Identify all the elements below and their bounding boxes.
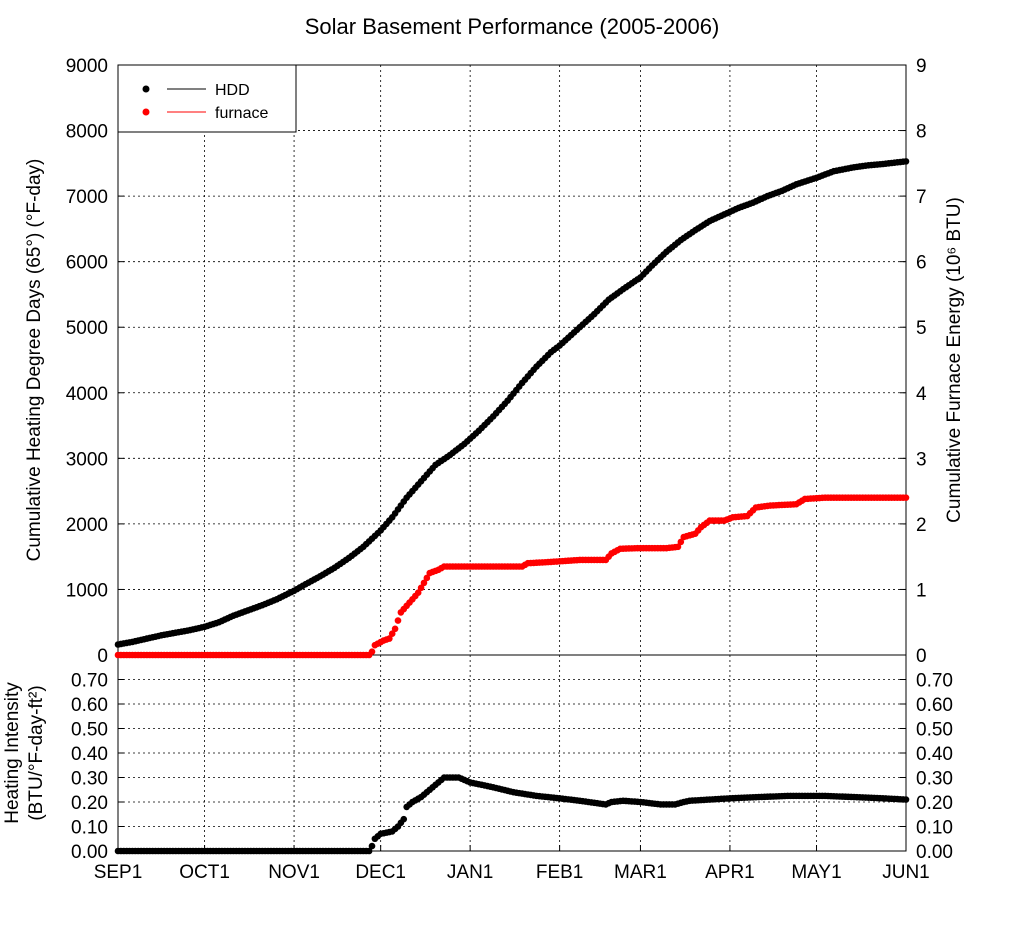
furnace-point [368, 648, 376, 656]
top-right-tick-label: 0 [916, 646, 927, 667]
bottom-left-tick-label: 0.10 [71, 818, 108, 839]
top-left-tick-label: 9000 [66, 56, 108, 77]
furnace-point [388, 630, 396, 637]
left-y-axis-label: Cumulative Heating Degree Days (65°) (°F… [24, 159, 45, 562]
x-tick-label: MAR1 [614, 862, 667, 883]
bottom-y-axis-label-line1: Heating Intensity [2, 682, 23, 824]
bottom-left-tick-label: 0.30 [71, 769, 108, 790]
legend-hdd-marker [142, 85, 150, 93]
furnace-point [423, 574, 431, 582]
hdd-point [902, 158, 910, 165]
x-tick-label: JUN1 [882, 862, 930, 883]
heating-intensity-point [400, 815, 408, 823]
bottom-left-tick-label: 0.50 [71, 720, 108, 741]
bottom-right-tick-label: 0.00 [916, 842, 953, 863]
legend: HDD furnace [117, 64, 297, 133]
furnace-point [677, 538, 685, 546]
top-left-tick-label: 0 [97, 646, 108, 667]
bottom-left-tick-label: 0.00 [71, 842, 108, 863]
bottom-left-tick-label: 0.70 [71, 671, 108, 692]
bottom-panel-grid [118, 655, 906, 851]
x-tick-label: MAY1 [791, 862, 841, 883]
x-tick-label: JAN1 [447, 862, 493, 883]
bottom-right-tick-label: 0.50 [916, 720, 953, 741]
bottom-right-tick-label: 0.10 [916, 818, 953, 839]
furnace-point [417, 584, 425, 592]
heating-intensity-point [902, 796, 910, 803]
top-right-tick-label: 7 [916, 187, 927, 208]
top-left-tick-label: 7000 [66, 187, 108, 208]
furnace-point [674, 543, 682, 551]
top-right-tick-label: 4 [916, 384, 927, 405]
legend-box [117, 64, 297, 133]
top-right-tick-label: 8 [916, 122, 927, 143]
top-left-tick-label: 6000 [66, 253, 108, 274]
heating-intensity-point [365, 847, 373, 855]
furnace-point [414, 589, 422, 597]
top-left-tick-label: 1000 [66, 580, 108, 601]
hdd-series [114, 158, 910, 648]
legend-furnace-label: furnace [215, 105, 268, 122]
x-tick-label: APR1 [705, 862, 755, 883]
bottom-right-tick-label: 0.40 [916, 744, 953, 765]
top-right-tick-label: 9 [916, 56, 927, 77]
furnace-point [902, 494, 910, 501]
x-tick-label: OCT1 [179, 862, 230, 883]
x-tick-label: SEP1 [94, 862, 143, 883]
heating-intensity-series [114, 774, 910, 855]
top-right-tick-label: 3 [916, 449, 927, 470]
furnace-point [394, 617, 402, 624]
bottom-right-tick-label: 0.70 [916, 671, 953, 692]
top-right-y-axis: 0 1 2 3 4 5 6 7 8 9 [900, 56, 927, 667]
bottom-y-axis-label-line2: (BTU/°F-day-ft²) [26, 685, 47, 820]
top-left-tick-label: 5000 [66, 318, 108, 339]
top-left-tick-label: 3000 [66, 449, 108, 470]
bottom-right-tick-label: 0.60 [916, 695, 953, 716]
legend-hdd-label: HDD [215, 82, 250, 99]
furnace-point [391, 625, 399, 633]
heating-intensity-point [368, 842, 376, 850]
top-right-tick-label: 1 [916, 580, 927, 601]
x-tick-label: FEB1 [536, 862, 584, 883]
top-right-tick-label: 2 [916, 515, 927, 536]
top-left-y-axis: 0 1000 2000 3000 4000 5000 6000 7000 8000 9000 [66, 56, 124, 667]
top-left-tick-label: 8000 [66, 122, 108, 143]
chart-title: Solar Basement Performance (2005-2006) [305, 14, 720, 39]
top-right-tick-label: 6 [916, 253, 927, 274]
bottom-right-y-axis: 0.00 0.10 0.20 0.30 0.40 0.50 0.60 0.70 [900, 671, 953, 863]
legend-furnace-marker [142, 108, 150, 116]
bottom-left-tick-label: 0.60 [71, 695, 108, 716]
bottom-left-y-axis: 0.00 0.10 0.20 0.30 0.40 0.50 0.60 0.70 [71, 671, 124, 863]
x-tick-label: DEC1 [355, 862, 406, 883]
bottom-left-tick-label: 0.40 [71, 744, 108, 765]
furnace-point [386, 635, 393, 642]
x-axis: SEP1 OCT1 NOV1 DEC1 JAN1 FEB1 MAR1 APR1 MAY1 JUN1 [94, 845, 930, 883]
bottom-right-tick-label: 0.20 [916, 793, 953, 814]
furnace-point [420, 579, 428, 587]
top-left-tick-label: 4000 [66, 384, 108, 405]
top-right-tick-label: 5 [916, 318, 927, 339]
bottom-panel-frame [117, 654, 907, 852]
x-tick-label: NOV1 [268, 862, 320, 883]
furnace-series [114, 494, 910, 659]
bottom-left-tick-label: 0.20 [71, 793, 108, 814]
top-left-tick-label: 2000 [66, 515, 108, 536]
right-y-axis-label: Cumulative Furnace Energy (10⁶ BTU) [944, 197, 965, 523]
bottom-right-tick-label: 0.30 [916, 769, 953, 790]
